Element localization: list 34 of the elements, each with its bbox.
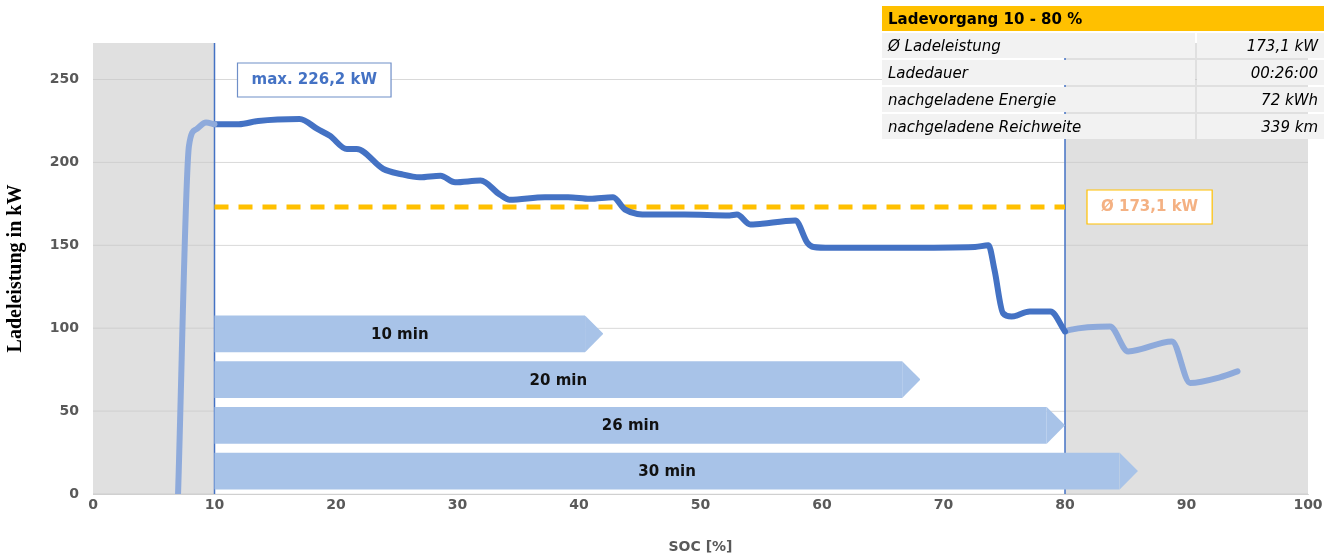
y-tick-label: 26 min (601, 416, 660, 435)
y-tick-label: 30 min (638, 462, 696, 481)
annotation: nachgeladene Energie (882, 87, 1195, 112)
x-axis-title: SOC [%] (668, 538, 733, 555)
annotation: Ladedauer (882, 60, 1195, 85)
y-tick-label: 150 (49, 235, 80, 252)
y-tick-label: 250 (49, 70, 80, 87)
x-tick-label: 0 (88, 496, 99, 513)
x-tick-label: 100 (1293, 496, 1323, 513)
annotation: 339 km (1197, 114, 1324, 139)
y-tick-label: 10 min (371, 324, 429, 343)
annotation: 173,1 kW (1197, 33, 1324, 58)
y-tick-label: 0 (69, 484, 80, 501)
x-tick-label: 40 (569, 496, 589, 513)
y-tick-label: 50 (59, 401, 80, 418)
x-tick-label: 30 (447, 496, 468, 513)
annotation: Ø Ladeleistung (882, 33, 1195, 58)
x-tick-label: 20 (326, 496, 346, 513)
x-tick-label: 60 (812, 496, 832, 513)
y-tick-label: 200 (49, 153, 80, 170)
ref-line-label: Ø 173,1 kW (1101, 196, 1199, 215)
y-tick-label: 100 (49, 318, 80, 335)
x-tick-label: 70 (933, 496, 954, 513)
x-tick-label: 50 (690, 496, 711, 513)
annotation: 72 kWh (1197, 87, 1324, 112)
y-axis-title: Ladeleistung in kW (3, 184, 27, 353)
x-tick-label: 80 (1055, 496, 1075, 513)
annotation: nachgeladene Reichweite (882, 114, 1195, 139)
text: Ladevorgang 10 - 80 % (882, 6, 1324, 31)
y-tick-label: 20 min (529, 370, 588, 389)
x-tick-label: 90 (1176, 496, 1197, 513)
annotation: 00:26:00 (1197, 60, 1324, 85)
x-tick-label: 10 (204, 496, 225, 513)
annotation: max. 226,2 kW (251, 69, 378, 88)
